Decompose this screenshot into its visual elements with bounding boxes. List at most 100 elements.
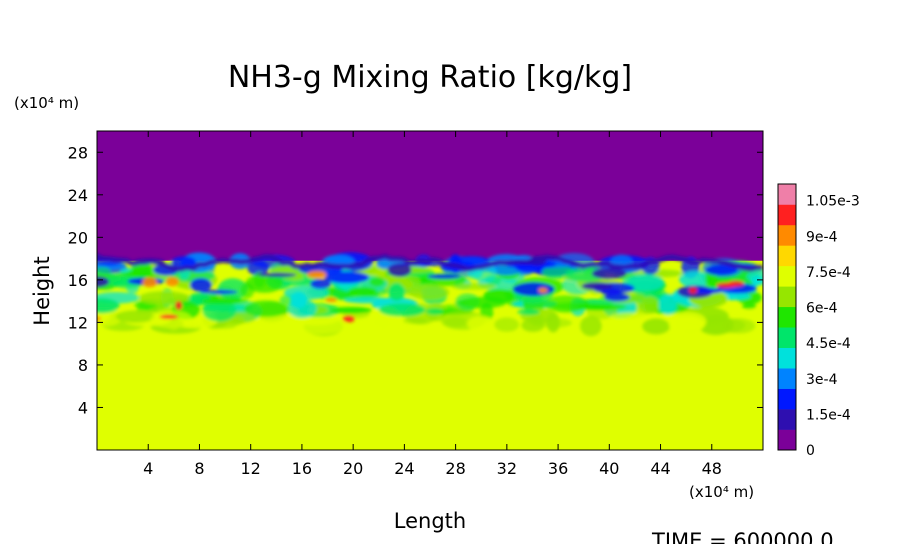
high-value-spot [175,300,183,311]
mixing-cell [348,286,377,296]
colorbar-swatch [778,184,796,205]
mixing-cell [240,282,255,299]
plot-area [97,131,763,450]
y-tick-label: 4 [78,398,88,417]
vortex-wisp [581,282,613,291]
colorbar-swatch [778,306,796,328]
mixing-cell [679,271,712,288]
mixing-cell [642,318,670,335]
mixing-cell [426,307,443,315]
colorbar-tick-label: 4.5e-4 [806,336,851,352]
vortex-wisp [591,268,627,280]
x-tick-label: 36 [548,459,568,478]
x-tick-label: 40 [599,459,619,478]
mixing-cell [658,294,677,315]
vortex-wisp [387,263,412,277]
mixing-cell [150,310,193,329]
y-tick-label: 28 [68,143,88,162]
y-tick-label: 8 [78,356,88,375]
x-axis-label: Length [394,509,466,533]
mixing-cell [580,315,602,337]
x-tick-label: 44 [650,459,670,478]
mixing-cell [378,303,426,317]
mixing-cell [452,256,490,266]
x-tick-label: 16 [292,459,312,478]
x-tick-label: 32 [497,459,517,478]
mixing-cell [97,266,111,275]
y-axis: 4 8 12 16 20 24 28 [68,143,763,417]
mixing-cell [97,298,120,314]
x-tick-label: 12 [241,459,261,478]
colorbar-tick-label: 1.05e-3 [806,194,860,210]
mixing-cell [283,285,329,300]
mixing-cell [451,282,496,290]
mixing-cell [369,277,385,287]
mixing-cell [409,284,450,300]
x-tick-label: 48 [702,459,722,478]
colorbar-swatch [778,327,796,348]
high-value-spot [307,270,327,279]
vortex-wisp [324,271,370,284]
high-value-spot [159,314,179,319]
vortex-wisp [427,274,461,279]
colorbar-frame [777,183,797,451]
mixing-cell [174,294,189,302]
plot-frame [96,130,764,451]
x-tick-label: 24 [394,459,414,478]
upper-region [97,131,763,261]
interface-edge [97,253,763,272]
y-unit-label: (x10⁴ m) [14,94,79,112]
colorbar-tick-label: 7.5e-4 [806,265,851,281]
x-axis: 4 8 12 16 20 24 28 32 36 40 44 48 [143,131,722,478]
mixing-cell [287,298,317,319]
mixing-cell [344,296,391,304]
mixing-cell [244,300,290,318]
mixing-cell [329,306,372,314]
y-tick-label: 16 [68,271,88,290]
mixing-cell [231,316,246,325]
mixing-cell [467,316,494,332]
mixing-cell [743,309,761,317]
mixing-cell [517,309,540,316]
colorbar-swatch [778,286,796,308]
high-value-spot [325,298,338,302]
x-tick-label: 28 [445,459,465,478]
colorbar-tick-label: 9e-4 [806,229,838,245]
mixing-cell [295,316,347,335]
y-tick-label: 24 [68,186,88,205]
high-value-spot [538,287,548,293]
mixing-cell [138,291,191,305]
high-value-spot [688,287,698,294]
high-value-spot [165,276,179,287]
mixing-cell [609,312,651,322]
y-tick-label: 20 [68,228,88,247]
mixing-cell [235,323,265,332]
vortex-wisp [258,272,297,277]
time-label: TIME = 600000.0 [651,529,834,544]
mixing-cell [551,302,602,310]
colorbar-swatch [778,388,796,410]
x-tick-label: 20 [343,459,363,478]
vortex-wisp [200,289,238,295]
mixing-cell [217,278,248,300]
colorbar-tick-label: 0 [806,443,815,459]
x-unit-label: (x10⁴ m) [689,483,754,501]
vortex-wisp [190,278,212,292]
chart-title: NH3-g Mixing Ratio [kg/kg] [228,60,632,95]
mixing-cell [698,317,746,334]
colorbar-swatch [778,368,796,389]
mixing-cell [668,315,705,333]
mixing-cell [201,297,249,305]
high-value-spot [727,280,744,287]
colorbar-swatch [778,204,796,226]
vortex-wisp [97,276,110,288]
high-value-spot [142,277,158,288]
mixing-cell [742,303,757,310]
colorbar-swatch [778,409,796,430]
colorbar-swatch [778,265,796,287]
x-tick-label: 8 [194,459,204,478]
colorbar-swatch [778,429,796,451]
mixing-cell [202,299,237,322]
mixing-cell [494,317,520,332]
vortex-wisp [512,282,555,297]
